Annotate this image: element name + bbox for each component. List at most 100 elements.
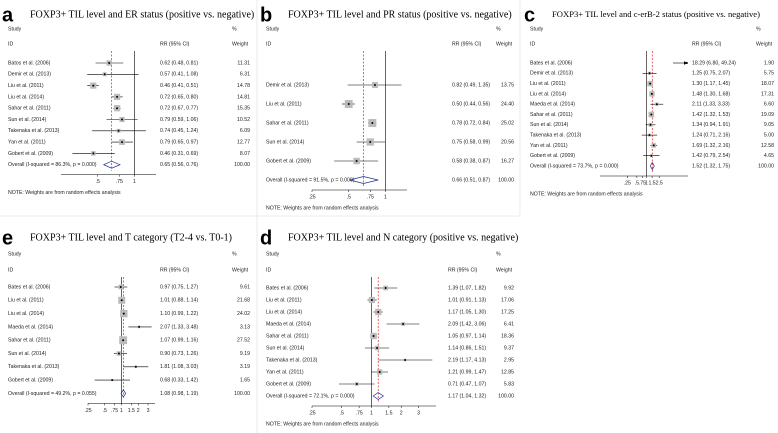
x-tick-label: 1 (133, 179, 136, 185)
ci-label: 1.01 (0.91, 1.13) (448, 297, 486, 303)
ci-label: 1.05 (0.97, 1.14) (448, 333, 486, 339)
weight-label: 5.00 (764, 132, 774, 138)
weight-label: 6.41 (504, 321, 514, 327)
ci-label: 0.58 (0.38, 0.87) (452, 158, 490, 164)
study-name: Liu et al. (2014) (8, 311, 44, 317)
x-tick-label: 2 (400, 410, 403, 416)
weight-label: 17.06 (501, 297, 514, 303)
study-name: Sun et al. (2014) (8, 351, 47, 357)
point-estimate (655, 103, 658, 106)
x-tick-label: 2.5 (656, 180, 663, 186)
weight-header: Weight (232, 267, 249, 273)
ci-label: 1.81 (1.08, 3.03) (160, 364, 198, 370)
ci-label: 18.29 (6.80, 49.24) (692, 60, 736, 66)
rr-header: RR (95% CI) (452, 41, 482, 47)
weight-label: 24.40 (501, 101, 514, 107)
weight-header: Weight (496, 267, 513, 273)
point-estimate (650, 154, 653, 157)
study-name: Gobert et al. (2009) (266, 158, 311, 164)
point-estimate (370, 299, 373, 301)
study-name: Liu et al. (2014) (266, 309, 302, 315)
weight-header: Weight (756, 41, 773, 47)
ci-label: 1.17 (1.05, 1.30) (448, 309, 486, 315)
point-estimate (648, 134, 651, 137)
overall-diamond (102, 160, 121, 169)
weight-label: 18.36 (501, 333, 514, 339)
point-estimate (92, 152, 95, 155)
study-name: Liu et al. (2014) (8, 94, 44, 100)
overall-weight-label: 100.00 (498, 393, 514, 399)
overall-ci-label: 0.66 (0.51, 0.87) (452, 177, 490, 183)
study-header: Study (266, 26, 280, 32)
weight-label: 2.95 (504, 357, 514, 363)
chart-title: FOXP3+ TIL level and ER status (positive… (30, 9, 254, 20)
point-estimate (120, 299, 123, 302)
study-name: Liu et al. (2011) (8, 83, 44, 89)
ci-label: 1.30 (1.17, 1.45) (692, 81, 730, 87)
weight-label: 27.52 (237, 338, 250, 344)
study-name: Yan et al. (2011) (266, 369, 304, 375)
point-estimate (119, 286, 122, 288)
point-estimate (138, 325, 141, 328)
overall-ci-label: 1.08 (0.98, 1.19) (160, 391, 198, 397)
study-name: Sahar et al. (2011) (266, 333, 309, 339)
x-tick-label: 1 (370, 410, 373, 416)
note: NOTE: Weights are from random effects an… (530, 191, 643, 197)
weight-label: 6.60 (764, 102, 774, 108)
x-tick-label: .5 (347, 194, 351, 200)
point-estimate (369, 141, 372, 143)
point-estimate (116, 95, 119, 98)
study-name: Gobert et al. (2009) (8, 151, 53, 157)
study-name: Sahar et al. (2011) (266, 120, 309, 126)
x-tick-label: .25 (624, 180, 631, 186)
point-estimate (404, 359, 407, 361)
ci-label: 0.46 (0.41, 0.51) (160, 83, 198, 89)
study-name: Bates et al. (2006) (8, 284, 51, 290)
weight-label: 20.56 (501, 139, 514, 145)
note: NOTE: Weights are from random effects an… (8, 190, 121, 196)
weight-label: 9.19 (240, 351, 250, 357)
x-tick-label: .5 (635, 180, 639, 186)
ci-label: 0.75 (0.58, 0.99) (452, 139, 490, 145)
study-name: Sun et al. (2014) (266, 345, 305, 351)
weight-label: 6.09 (240, 128, 250, 134)
note: NOTE: Weights are from random effects an… (266, 205, 379, 211)
study-name: Sun et al. (2014) (530, 122, 569, 128)
weight-label: 17.25 (501, 309, 514, 315)
study-name: Batos et al. (2006) (8, 60, 51, 66)
pct-header: % (496, 26, 501, 32)
x-tick-label: .25 (308, 194, 315, 200)
ci-label: 0.90 (0.73, 1.26) (160, 351, 198, 357)
x-tick-label: 3 (417, 410, 420, 416)
x-tick-label: 1.5 (385, 410, 392, 416)
weight-label: 9.05 (764, 122, 774, 128)
rr-header: RR (95% CI) (160, 41, 190, 47)
study-name: Takenaka et al. (2013) (530, 132, 582, 138)
point-estimate (402, 323, 405, 325)
overall-label: Overall (I-squared = 86.3%, p = 0.000) (8, 162, 97, 168)
weight-label: 5.75 (764, 71, 774, 77)
ci-label: 0.46 (0.31, 0.69) (160, 151, 198, 157)
point-estimate (648, 72, 651, 75)
weight-label: 16.27 (501, 158, 514, 164)
ci-label: 0.79 (0.65, 0.97) (160, 139, 198, 145)
x-tick-label: .75 (111, 408, 118, 414)
ci-label: 1.42 (0.79, 2.54) (692, 153, 730, 159)
x-tick-label: 2 (137, 408, 140, 414)
study-header: Study (266, 251, 280, 257)
study-name: Sun et al. (2014) (266, 139, 305, 145)
point-estimate (377, 311, 380, 313)
point-estimate (122, 339, 125, 342)
panel-label: c (524, 4, 535, 26)
point-estimate (649, 123, 652, 126)
weight-label: 15.35 (237, 106, 250, 112)
x-tick-label: 1 (384, 194, 387, 200)
pct-header: % (496, 251, 501, 257)
study-name: Gobert et al. (2009) (530, 153, 575, 159)
x-tick-label: 1 (120, 408, 123, 414)
overall-label: Overall (I-squared = 73.7%, p = 0.000) (530, 163, 619, 169)
ci-label: 1.34 (0.94, 1.91) (692, 122, 730, 128)
weight-label: 17.31 (761, 91, 774, 97)
